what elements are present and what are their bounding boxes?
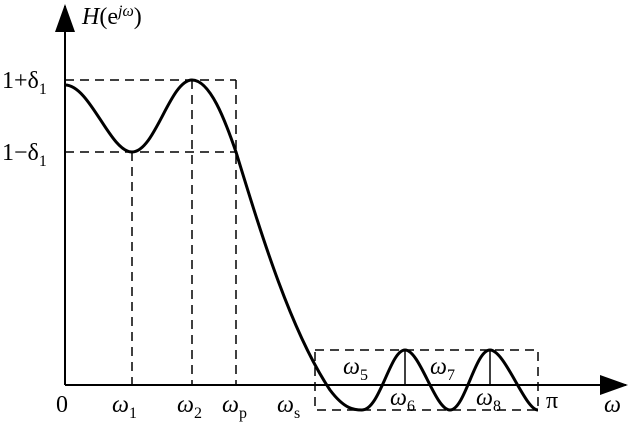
y-label: 1−δ1 <box>2 140 47 170</box>
response-curve <box>64 78 539 412</box>
x-label: ωs <box>277 392 300 422</box>
x-label: ω6 <box>390 385 415 415</box>
x-label: ω1 <box>112 392 137 422</box>
x-label: ωp <box>222 392 247 422</box>
inner-label: ω5 <box>343 354 368 384</box>
x-label: ω8 <box>476 385 501 415</box>
x-label: π <box>546 388 558 414</box>
y-axis-label: H(ejω) <box>81 3 142 30</box>
guides <box>65 79 539 411</box>
x-label: 0 <box>56 392 68 418</box>
x-axis-label: ω <box>604 392 621 418</box>
x-label: ω2 <box>177 392 202 422</box>
y-label: 1+δ1 <box>2 68 47 98</box>
inner-label: ω7 <box>430 354 455 384</box>
